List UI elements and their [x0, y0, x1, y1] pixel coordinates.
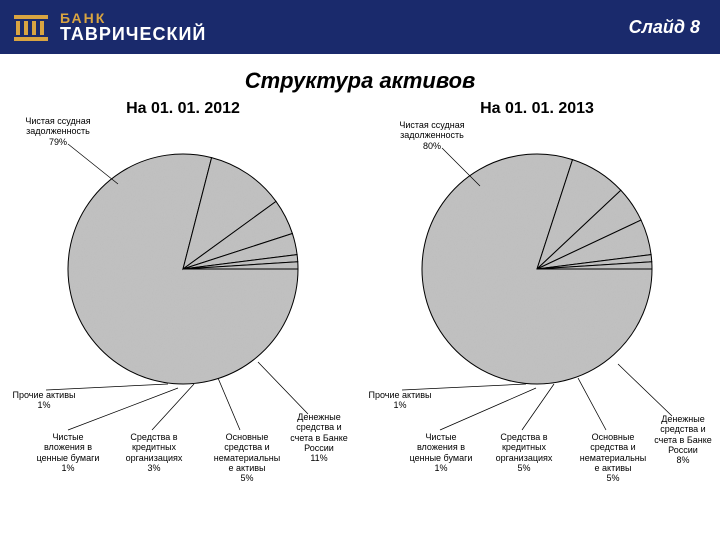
header-bar: БАНК ТАВРИЧЕСКИЙ Слайд 8	[0, 0, 720, 54]
chart-2013: На 01. 01. 2013 Чистая ссудная задолженн…	[362, 100, 712, 494]
logo-line1: БАНК	[60, 11, 206, 25]
pie-slice-label: Прочие активы 1%	[360, 390, 440, 411]
slide-number: Слайд 8	[629, 17, 700, 38]
pie-slice-label: Чистые вложения в ценные бумаги 1%	[28, 432, 108, 473]
pie-chart: Чистая ссудная задолженность 80%Денежные…	[362, 124, 712, 494]
pie-slice-label: Средства в кредитных организациях 3%	[114, 432, 194, 473]
pie-slice-label: Чистая ссудная задолженность 80%	[386, 120, 478, 151]
pie-slice-label: Основные средства и нематериальны е акти…	[202, 432, 292, 484]
logo: БАНК ТАВРИЧЕСКИЙ	[10, 9, 206, 45]
bank-columns-icon	[10, 9, 52, 45]
pie-slice-label: Основные средства и нематериальны е акти…	[568, 432, 658, 484]
pie-slice-label: Денежные средства и счета в Банке России…	[648, 414, 718, 466]
pie-chart: Чистая ссудная задолженность 79%Денежные…	[8, 124, 358, 494]
page-title: Структура активов	[0, 68, 720, 94]
charts-row: На 01. 01. 2012 Чистая ссудная задолженн…	[0, 100, 720, 494]
pie-slice-label: Средства в кредитных организациях 5%	[484, 432, 564, 473]
logo-line2: ТАВРИЧЕСКИЙ	[60, 25, 206, 43]
pie-slice-label: Чистые вложения в ценные бумаги 1%	[400, 432, 482, 473]
pie-slice-label: Чистая ссудная задолженность 79%	[12, 116, 104, 147]
chart-2012: На 01. 01. 2012 Чистая ссудная задолженн…	[8, 100, 358, 494]
pie-slice-label: Прочие активы 1%	[4, 390, 84, 411]
logo-text: БАНК ТАВРИЧЕСКИЙ	[60, 11, 206, 43]
pie-slice-label: Денежные средства и счета в Банке России…	[284, 412, 354, 464]
